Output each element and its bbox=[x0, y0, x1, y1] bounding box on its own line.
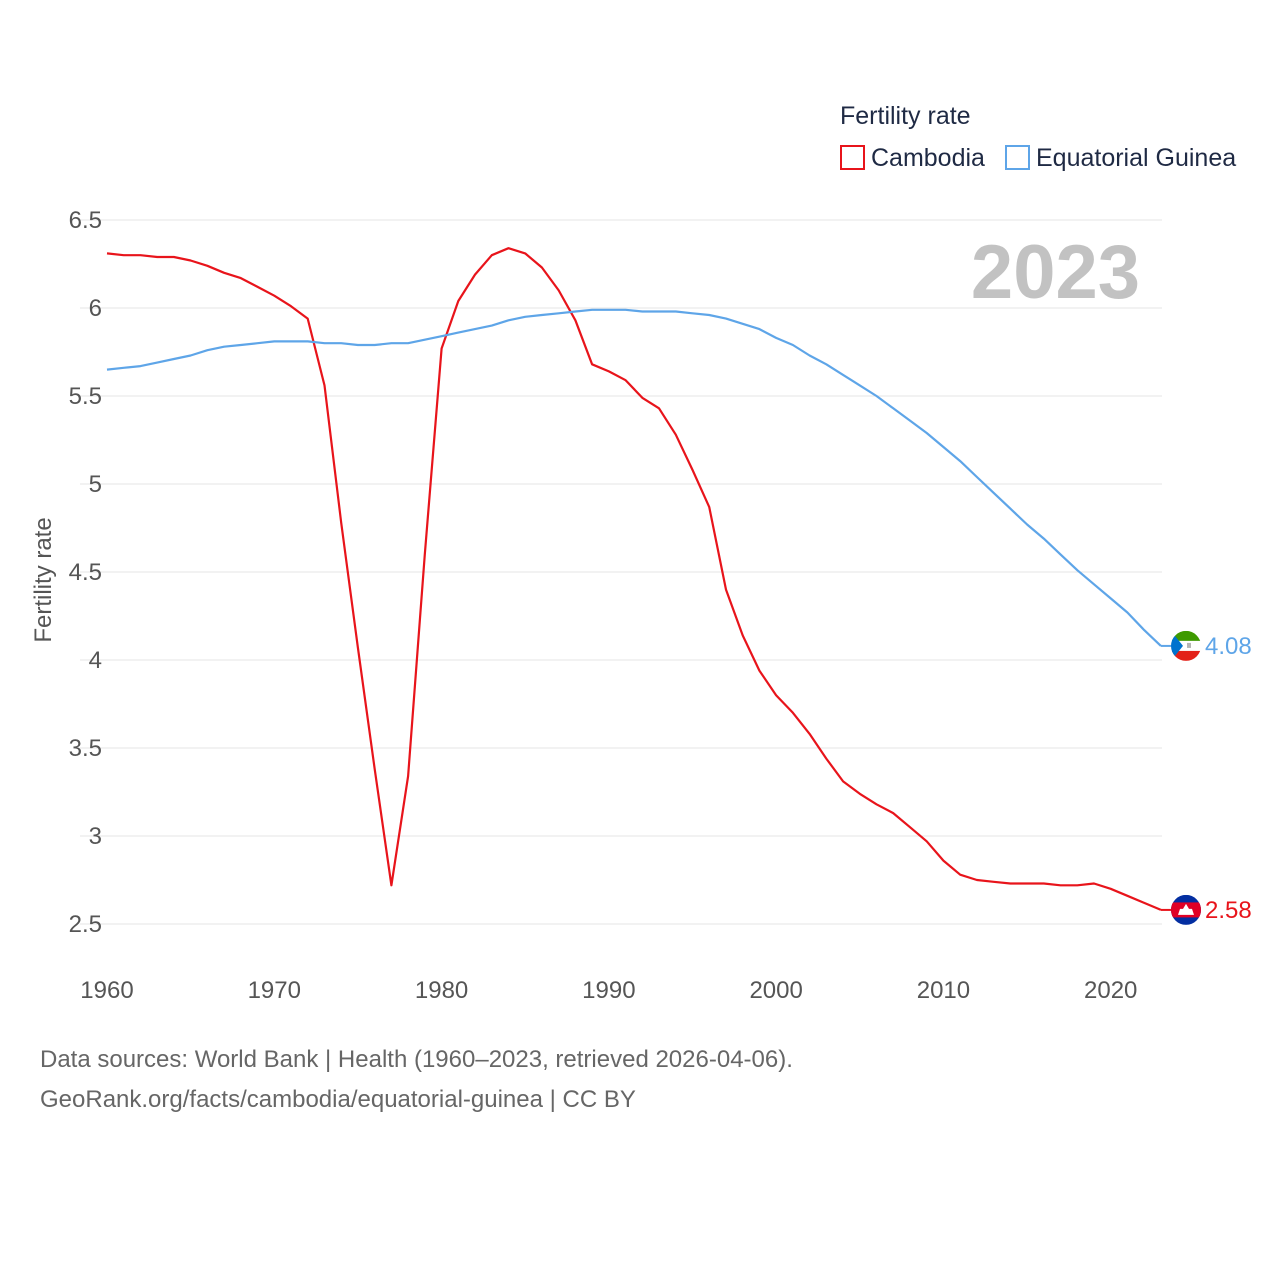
y-tick-label: 5.5 bbox=[69, 383, 102, 410]
legend-swatch-cambodia bbox=[840, 145, 865, 170]
series-endpoints: 2.58 4.08 bbox=[1160, 630, 1252, 925]
equatorial-guinea-flag-icon bbox=[1171, 630, 1201, 661]
series-line-equatorial-guinea[interactable] bbox=[106, 308, 1162, 647]
series-lines bbox=[106, 247, 1162, 911]
y-tick-label: 3.5 bbox=[69, 735, 102, 762]
data-sources-note: Data sources: World Bank | Health (1960–… bbox=[40, 1046, 793, 1073]
x-tick-label: 1990 bbox=[582, 977, 635, 1004]
y-tick-label: 4.5 bbox=[69, 559, 102, 586]
legend-item-equatorial-guinea[interactable]: Equatorial Guinea bbox=[1005, 144, 1236, 172]
series-line-cambodia[interactable] bbox=[106, 247, 1162, 911]
end-value-label-equatorial-guinea: 4.08 bbox=[1205, 633, 1252, 660]
y-tick-label: 6 bbox=[89, 295, 102, 322]
legend-label-equatorial-guinea: Equatorial Guinea bbox=[1036, 144, 1236, 172]
x-tick-labels: 1960 1970 1980 1990 2000 2010 2020 bbox=[80, 977, 1137, 1004]
y-tick-label: 3 bbox=[89, 823, 102, 850]
x-tick-label: 2020 bbox=[1084, 977, 1137, 1004]
y-tick-label: 4 bbox=[89, 647, 102, 674]
attribution-link[interactable]: GeoRank.org/facts/cambodia/equatorial-gu… bbox=[40, 1086, 636, 1113]
y-tick-labels: 2.5 3 3.5 4 4.5 5 5.5 6 6.5 bbox=[69, 207, 102, 938]
y-axis-title: Fertility rate bbox=[30, 517, 57, 642]
y-tick-label: 6.5 bbox=[69, 207, 102, 234]
x-tick-label: 1980 bbox=[415, 977, 468, 1004]
cambodia-flag-icon bbox=[1171, 894, 1201, 925]
grid-lines bbox=[80, 219, 1162, 925]
y-tick-label: 2.5 bbox=[69, 911, 102, 938]
legend-label-cambodia: Cambodia bbox=[871, 144, 985, 172]
legend-title: Fertility rate bbox=[840, 102, 971, 130]
end-value-label-cambodia: 2.58 bbox=[1205, 897, 1252, 924]
x-tick-label: 1960 bbox=[80, 977, 133, 1004]
x-tick-label: 1970 bbox=[248, 977, 301, 1004]
y-tick-label: 5 bbox=[89, 471, 102, 498]
x-tick-label: 2000 bbox=[749, 977, 802, 1004]
legend-item-cambodia[interactable]: Cambodia bbox=[840, 144, 985, 172]
legend-swatch-equatorial-guinea bbox=[1005, 145, 1030, 170]
year-watermark: 2023 bbox=[971, 230, 1140, 315]
x-tick-label: 2010 bbox=[917, 977, 970, 1004]
